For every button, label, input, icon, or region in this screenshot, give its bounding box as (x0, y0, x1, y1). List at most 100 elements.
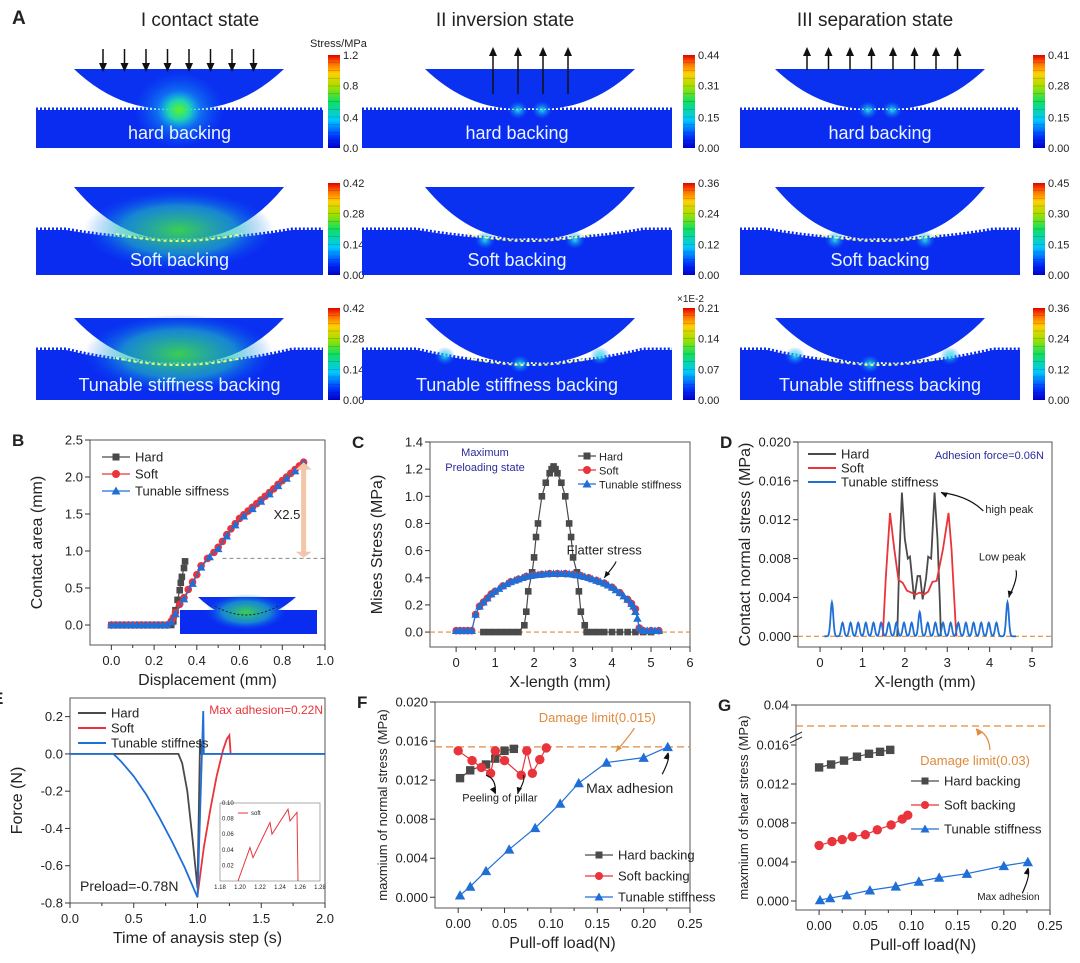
simulation-cell: hard backing 0.44 0.31 0.15 0.00 (362, 47, 719, 155)
stress-glow (565, 231, 585, 249)
x-axis-label: X-length (mm) (874, 674, 975, 691)
series-line (70, 711, 325, 898)
legend-label: Tunable stiffness (111, 736, 209, 751)
colorbar (1033, 183, 1045, 275)
annotation-arrow (940, 491, 984, 512)
panel-letter: E (0, 689, 3, 708)
y-tick-label: 0.016 (758, 473, 791, 488)
pillar-array (740, 227, 1020, 241)
colorbar (1033, 55, 1045, 148)
x-tick-label: 0.20 (631, 916, 656, 931)
y-tick-label: 0.008 (758, 551, 791, 566)
x-tick-label: 0.0 (61, 911, 79, 926)
y-tick-label: 0.004 (395, 851, 428, 866)
lens-indenter (775, 69, 985, 109)
x-tick-label: 0.4 (188, 653, 206, 668)
contact-line (816, 357, 944, 366)
y-axis-label: Contact normal stress (MPa) (737, 443, 754, 647)
data-point (1022, 856, 1034, 867)
data-point (112, 453, 120, 461)
down-arrow-icon (249, 63, 258, 72)
y-tick-label: -0.2 (41, 784, 63, 799)
y-tick-label: 0.020 (395, 695, 428, 710)
y-tick-label: 0.0 (405, 625, 423, 640)
x-tick-label: 0.0 (102, 653, 120, 668)
y-tick-label: 1.5 (65, 507, 83, 522)
colorbar (683, 55, 695, 148)
legend-label: Soft (599, 466, 619, 478)
contact-line (115, 357, 243, 366)
colorbar-tick: 0.00 (698, 143, 719, 155)
annotation-text: Max adhesion (586, 780, 673, 796)
plot-frame (89, 439, 326, 646)
backing-layer (362, 230, 672, 275)
colorbar-tick: 0.24 (698, 208, 719, 220)
panel-letter: C (352, 433, 364, 452)
data-point (485, 628, 493, 636)
x-tick-label: 0.2 (145, 653, 163, 668)
down-arrow-icon (228, 63, 236, 72)
colorbar-tick: 0.12 (698, 240, 719, 252)
colorbar-tick: 0.36 (698, 178, 719, 190)
inset-x-tick-label: 1.20 (234, 885, 246, 891)
simulation-cell: Soft backing 0.36 0.24 0.12 0.00 (362, 178, 719, 282)
data-point (529, 822, 541, 833)
series-tunable (454, 741, 673, 900)
data-point (174, 596, 181, 604)
y-tick-label: 0.004 (756, 855, 789, 870)
colorbar-tick: 0.15 (1048, 112, 1069, 124)
data-point (814, 894, 826, 905)
colorbar-tick: 0.28 (343, 333, 364, 345)
up-arrow-icon (932, 47, 940, 56)
y-axis-label: maxmium of shear stress (MPa) (736, 715, 751, 899)
y-tick-label: 0.008 (395, 812, 428, 827)
colorbar-tick: 0.14 (698, 333, 719, 345)
data-point (498, 581, 508, 590)
backing-label: hard backing (465, 123, 568, 143)
series-hard (70, 738, 325, 889)
colorbar-exponent: ×1E-2 (677, 294, 704, 305)
data-point (534, 520, 542, 527)
series-soft (814, 810, 913, 851)
legend-label: Hard (599, 452, 623, 464)
data-point (824, 892, 836, 903)
legend-label: Tunable stiffness (599, 480, 682, 492)
data-point (595, 851, 603, 859)
series-soft (453, 743, 551, 780)
y-tick-label: 0.016 (756, 738, 789, 753)
stress-glow (475, 231, 495, 249)
data-point (826, 760, 836, 769)
series-line (70, 738, 325, 889)
colorbar-tick: 0.00 (698, 395, 719, 407)
colorbar-tick: 0.45 (1048, 178, 1069, 190)
x-tick-label: 3 (569, 655, 576, 670)
data-point (595, 872, 603, 880)
simulation-cell: hard backing 1.2 0.8 0.4 0.0 Stress/MPa (36, 38, 368, 155)
data-point (467, 626, 477, 635)
annotation-text: Damage limit(0.03) (920, 753, 1030, 768)
data-point (522, 746, 532, 756)
chart-E: 0.0 0.5 1.0 1.5 2.0 -0.8 -0.6 -0.4 -0.2 0.0 0.2 Tim… (0, 689, 334, 947)
chart-D: 0 1 2 3 4 5 0.000 0.004 0.008 0.012 0.016 0.020 X-le… (720, 433, 1053, 691)
x-tick-label: 4 (986, 655, 993, 670)
data-point (582, 479, 592, 488)
data-point (538, 493, 546, 500)
x-tick-label: 1.5 (252, 911, 270, 926)
data-point (494, 584, 504, 592)
data-point (179, 594, 189, 603)
up-arrow-icon (953, 47, 962, 56)
data-point (601, 757, 612, 767)
data-point (814, 763, 824, 772)
series-hard (896, 492, 942, 637)
data-point (522, 608, 530, 616)
colorbar-tick: 0.14 (343, 240, 364, 252)
y-tick-label: 1.0 (65, 544, 83, 559)
data-point (524, 588, 532, 595)
annotation-text: Max adhesion=0.22N (209, 703, 323, 717)
data-point (485, 768, 496, 778)
data-point (913, 876, 925, 886)
y-tick-label: 0.2 (405, 597, 423, 612)
stress-glow (858, 101, 878, 119)
colorbar-tick: 0.41 (1048, 50, 1069, 62)
data-point (561, 493, 569, 500)
